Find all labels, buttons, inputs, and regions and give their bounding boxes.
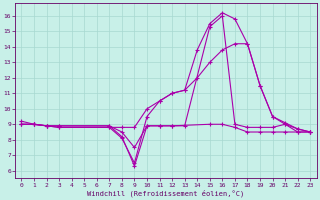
X-axis label: Windchill (Refroidissement éolien,°C): Windchill (Refroidissement éolien,°C) bbox=[87, 189, 244, 197]
